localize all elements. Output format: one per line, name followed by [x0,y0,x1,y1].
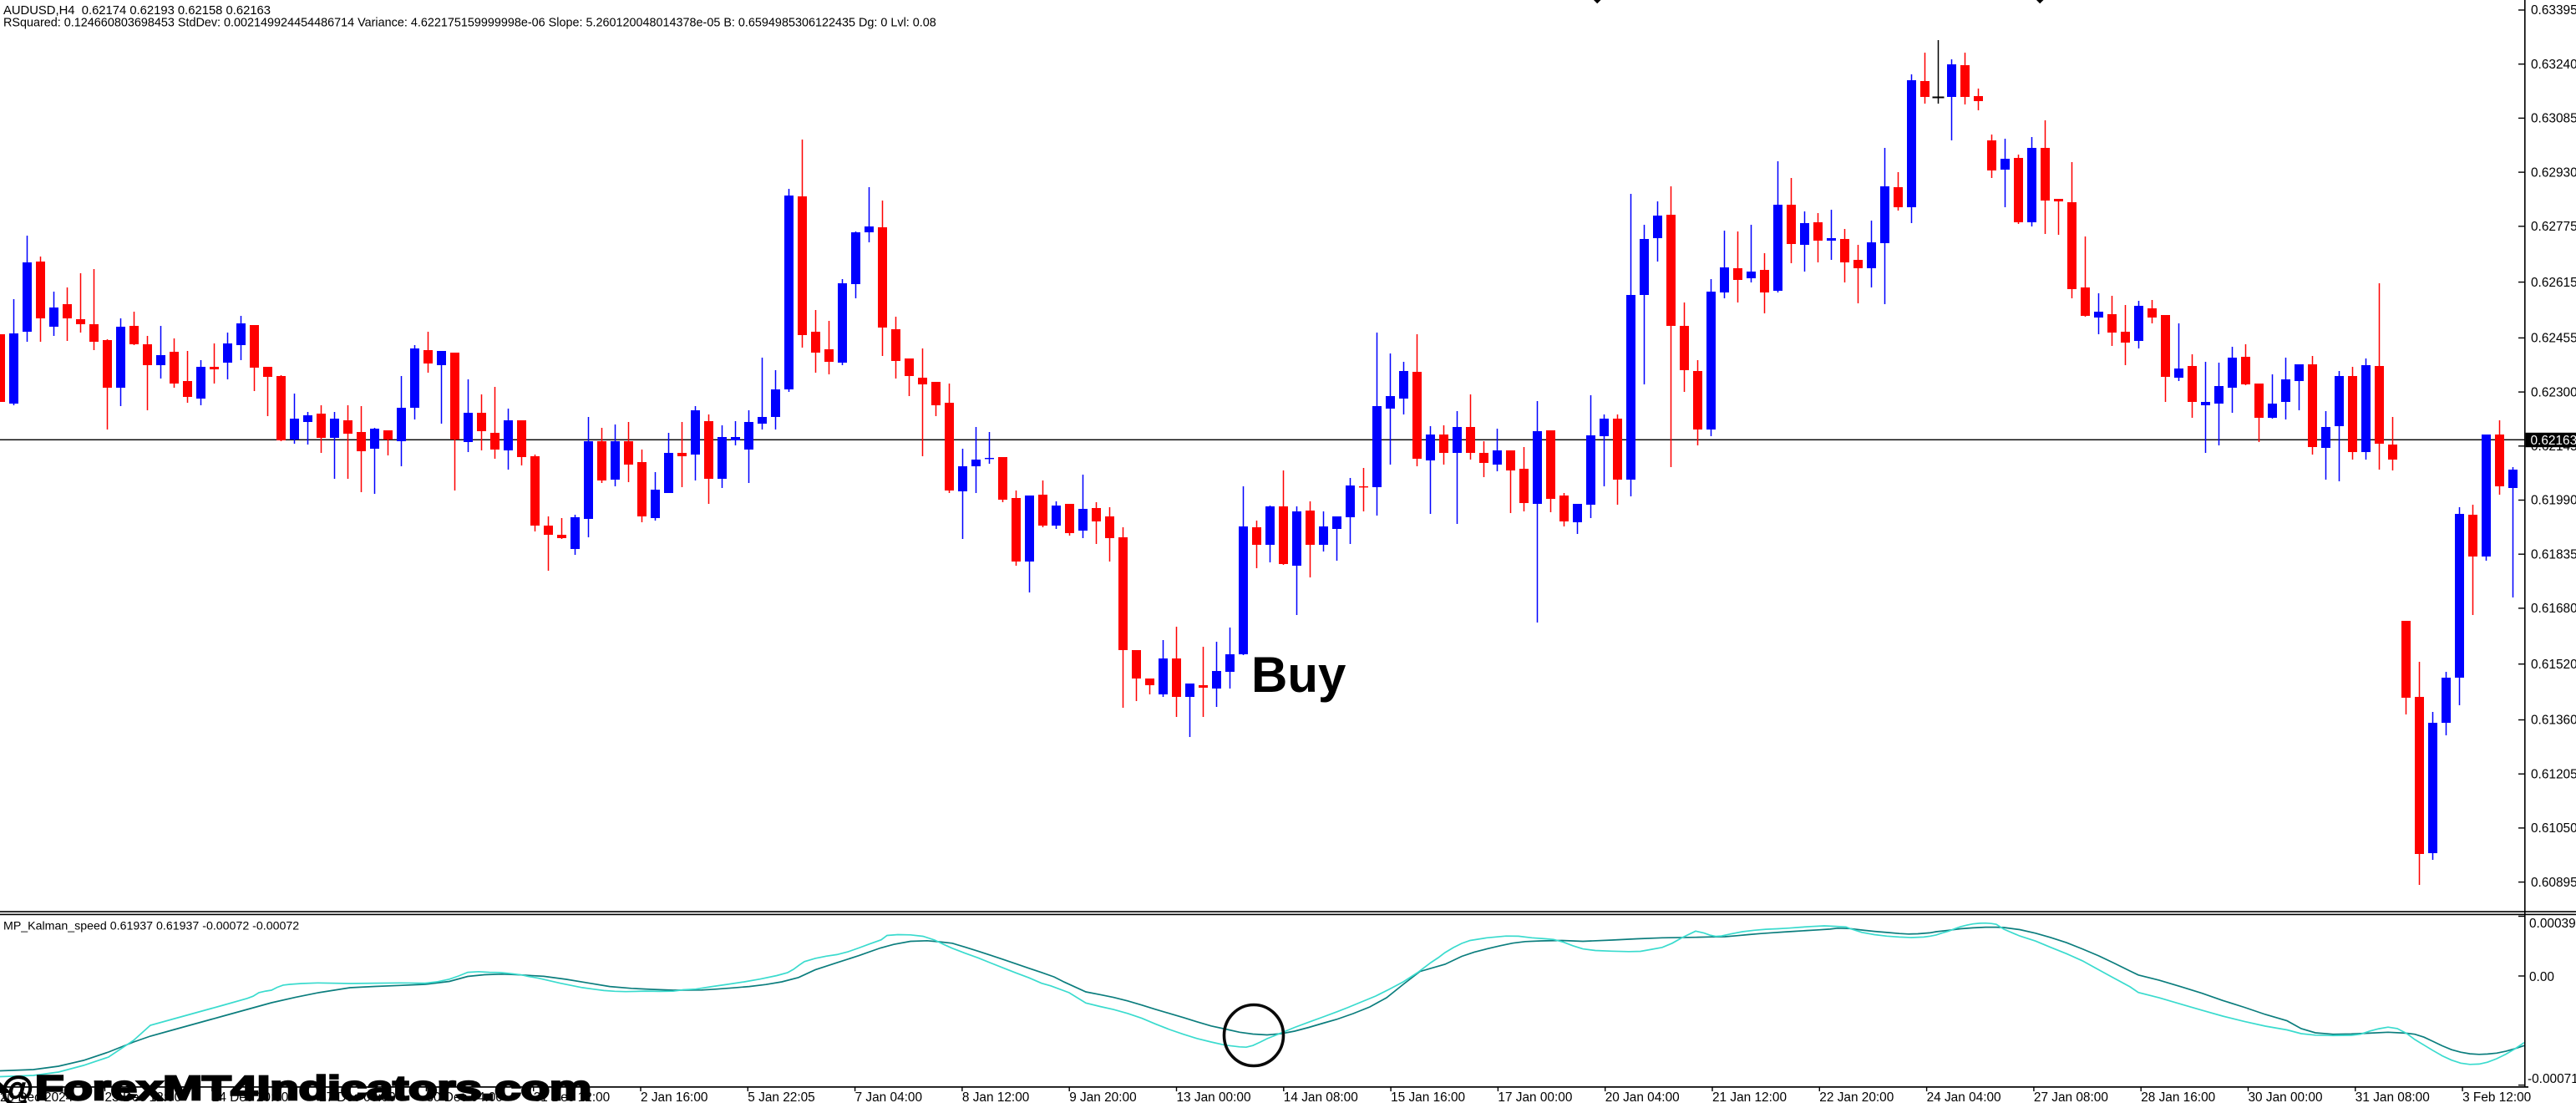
svg-text:0.61205: 0.61205 [2531,767,2576,781]
svg-text:13 Jan 00:00: 13 Jan 00:00 [1177,1090,1251,1103]
svg-text:0.00039: 0.00039 [2529,917,2576,931]
svg-text:0.63395: 0.63395 [2531,3,2576,18]
svg-text:0.60895: 0.60895 [2531,876,2576,890]
svg-text:0.61360: 0.61360 [2531,714,2576,728]
svg-text:31 Jan 08:00: 31 Jan 08:00 [2355,1090,2430,1103]
svg-text:0.62455: 0.62455 [2531,332,2576,346]
svg-text:9 Jan 20:00: 9 Jan 20:00 [1069,1090,1136,1103]
svg-text:AUDUSD,H4 0.62174 0.62193 0.6: AUDUSD,H4 0.62174 0.62193 0.62158 0.6216… [3,4,271,18]
svg-text:2 Jan 16:00: 2 Jan 16:00 [641,1090,707,1103]
svg-text:23 Dec 12:00: 23 Dec 12:00 [105,1090,182,1103]
svg-text:0.61520: 0.61520 [2531,658,2576,672]
svg-text:0.63085: 0.63085 [2531,112,2576,126]
svg-text:24 Jan 04:00: 24 Jan 04:00 [1927,1090,2001,1103]
svg-text:0.61990: 0.61990 [2531,494,2576,508]
svg-text:8 Jan 12:00: 8 Jan 12:00 [962,1090,1029,1103]
svg-text:15 Jan 16:00: 15 Jan 16:00 [1391,1090,1465,1103]
svg-text:MP_Kalman_speed 0.61937 0.6193: MP_Kalman_speed 0.61937 0.61937 -0.00072… [3,920,299,933]
svg-text:27 Dec 00:00: 27 Dec 00:00 [319,1090,396,1103]
svg-text:3 Feb 12:00: 3 Feb 12:00 [2462,1090,2531,1103]
svg-text:30 Dec 04:00: 30 Dec 04:00 [426,1090,503,1103]
svg-text:24 Dec 20:00: 24 Dec 20:00 [212,1090,289,1103]
svg-text:30 Jan 00:00: 30 Jan 00:00 [2249,1090,2323,1103]
svg-text:17 Jan 00:00: 17 Jan 00:00 [1498,1090,1572,1103]
svg-text:Buy: Buy [1251,647,1346,703]
svg-text:@: @ [1,1070,33,1103]
svg-text:0.62615: 0.62615 [2531,276,2576,290]
svg-text:0.00: 0.00 [2529,970,2554,984]
svg-text:5 Jan 22:05: 5 Jan 22:05 [748,1090,814,1103]
svg-text:0.62300: 0.62300 [2531,385,2576,399]
svg-text:20 Dec 2024: 20 Dec 2024 [0,1090,74,1103]
svg-text:14 Jan 08:00: 14 Jan 08:00 [1284,1090,1358,1103]
svg-text:0.62930: 0.62930 [2531,165,2576,180]
svg-text:RSquared: 0.124660803698453 St: RSquared: 0.124660803698453 StdDev: 0.00… [3,17,936,30]
svg-text:31 Dec 12:00: 31 Dec 12:00 [534,1090,611,1103]
svg-text:28 Jan 16:00: 28 Jan 16:00 [2141,1090,2215,1103]
svg-text:0.62163: 0.62163 [2531,434,2576,448]
svg-text:7 Jan 04:00: 7 Jan 04:00 [855,1090,922,1103]
svg-text:0.63240: 0.63240 [2531,58,2576,72]
svg-text:0.61050: 0.61050 [2531,821,2576,836]
svg-text:21 Jan 12:00: 21 Jan 12:00 [1712,1090,1787,1103]
svg-text:0.61835: 0.61835 [2531,547,2576,562]
svg-text:-0.00071: -0.00071 [2528,1072,2576,1086]
svg-text:ForexMT4Indicators.com: ForexMT4Indicators.com [35,1069,591,1103]
svg-text:0.61680: 0.61680 [2531,602,2576,616]
svg-text:27 Jan 08:00: 27 Jan 08:00 [2034,1090,2108,1103]
svg-text:22 Jan 20:00: 22 Jan 20:00 [1819,1090,1894,1103]
svg-text:0.62775: 0.62775 [2531,220,2576,234]
svg-text:20 Jan 04:00: 20 Jan 04:00 [1605,1090,1680,1103]
